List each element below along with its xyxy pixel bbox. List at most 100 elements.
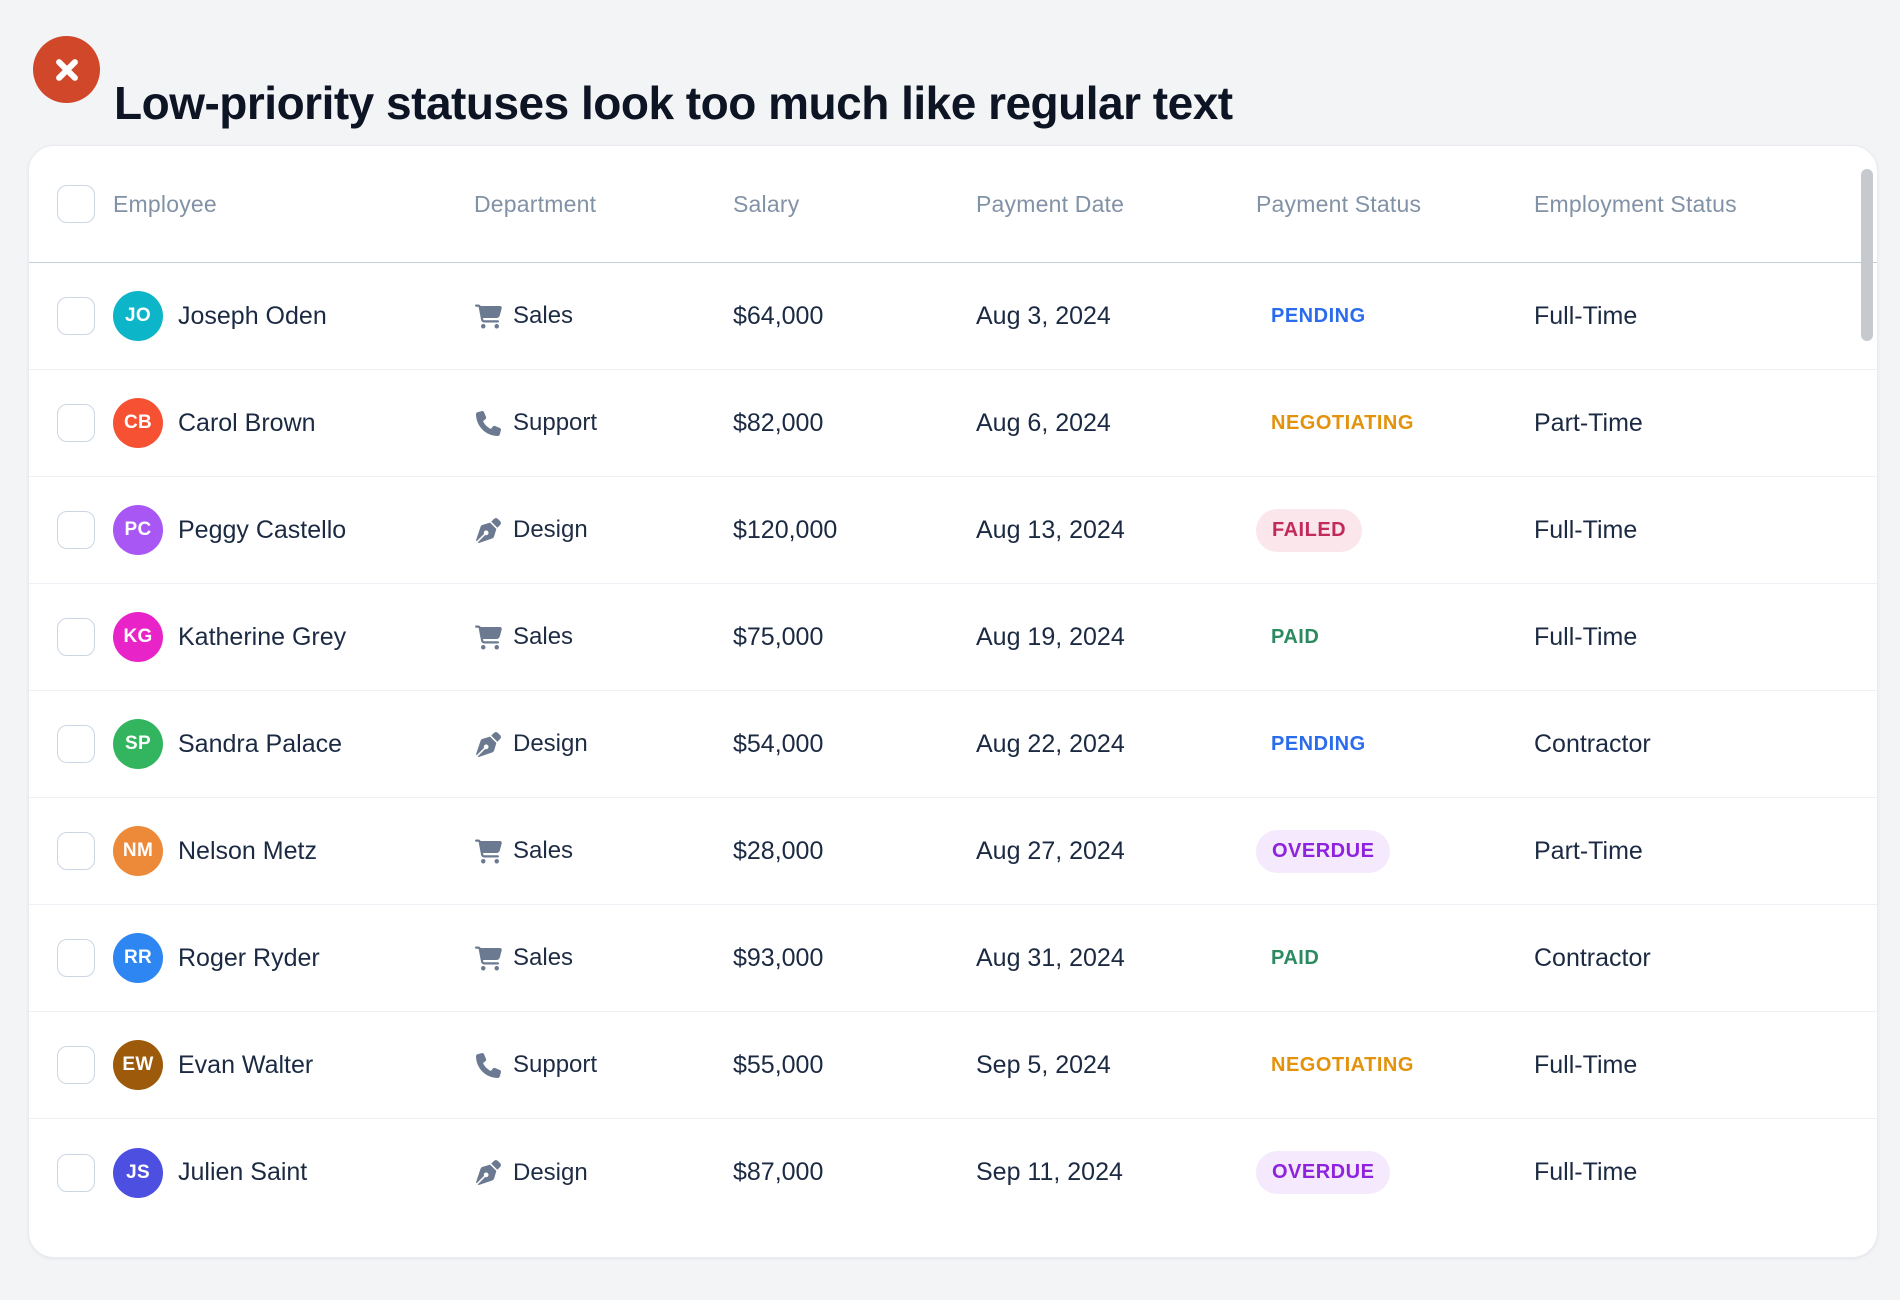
table-body: JO Joseph Oden Sales $64,000 Aug 3, 2024… <box>29 263 1877 1226</box>
table-row: SP Sandra Palace Design $54,000 Aug 22, … <box>29 691 1877 798</box>
employee-name: Sandra Palace <box>178 729 343 758</box>
table-row: JS Julien Saint Design $87,000 Sep 11, 2… <box>29 1119 1877 1226</box>
employment-status-value: Part-Time <box>1534 408 1643 437</box>
table-row: EW Evan Walter Support $55,000 Sep 5, 20… <box>29 1012 1877 1119</box>
table-row: RR Roger Ryder Sales $93,000 Aug 31, 202… <box>29 905 1877 1012</box>
phone-icon <box>474 410 502 436</box>
department-label: Design <box>513 516 588 543</box>
pen-nib-icon <box>474 1160 502 1186</box>
employment-status-value: Full-Time <box>1534 1050 1638 1079</box>
payment-status-badge: OVERDUE <box>1256 829 1391 873</box>
department-label: Design <box>513 730 588 757</box>
avatar: CB <box>113 398 163 448</box>
department-label: Sales <box>513 302 574 329</box>
row-checkbox[interactable] <box>57 1046 95 1084</box>
row-checkbox[interactable] <box>57 939 95 977</box>
payment-date-value: Sep 11, 2024 <box>976 1158 1123 1186</box>
employment-status-value: Full-Time <box>1534 301 1638 330</box>
payment-date-value: Aug 13, 2024 <box>976 515 1125 544</box>
row-checkbox[interactable] <box>57 297 95 335</box>
avatar: SP <box>113 719 163 769</box>
row-checkbox[interactable] <box>57 832 95 870</box>
payment-date-value: Sep 5, 2024 <box>976 1050 1111 1079</box>
pen-nib-icon <box>474 731 502 757</box>
employment-status-value: Part-Time <box>1534 836 1643 865</box>
avatar: EW <box>113 1040 163 1090</box>
error-x-icon <box>33 36 100 103</box>
salary-value: $120,000 <box>733 515 838 544</box>
employment-status-value: Contractor <box>1534 729 1651 758</box>
payment-status-badge: PENDING <box>1271 304 1366 327</box>
cart-icon <box>474 624 502 650</box>
row-checkbox[interactable] <box>57 511 95 549</box>
table-row: JO Joseph Oden Sales $64,000 Aug 3, 2024… <box>29 263 1877 370</box>
column-header-payment-date: Payment Date <box>976 190 1125 217</box>
row-checkbox[interactable] <box>57 404 95 442</box>
department-label: Sales <box>513 944 574 971</box>
payment-status-badge: PENDING <box>1271 732 1366 755</box>
table-header-row: Employee Department Salary Payment Date … <box>29 146 1877 263</box>
employee-table-card: Employee Department Salary Payment Date … <box>28 145 1878 1258</box>
row-checkbox[interactable] <box>57 618 95 656</box>
salary-value: $64,000 <box>733 301 824 330</box>
payment-date-value: Aug 3, 2024 <box>976 301 1111 330</box>
select-all-checkbox[interactable] <box>57 185 95 223</box>
payment-date-value: Aug 22, 2024 <box>976 729 1125 758</box>
page-header: Low-priority statuses look too much like… <box>0 0 1900 145</box>
avatar: KG <box>113 612 163 662</box>
salary-value: $28,000 <box>733 836 824 865</box>
column-header-employment-status: Employment Status <box>1534 190 1737 217</box>
row-checkbox[interactable] <box>57 725 95 763</box>
column-header-department: Department <box>474 190 597 217</box>
avatar: NM <box>113 826 163 876</box>
employee-name: Peggy Castello <box>178 515 347 544</box>
department-label: Support <box>513 1051 598 1078</box>
employee-name: Roger Ryder <box>178 943 320 972</box>
table-row: PC Peggy Castello Design $120,000 Aug 13… <box>29 477 1877 584</box>
employment-status-value: Full-Time <box>1534 1158 1638 1186</box>
cart-icon <box>474 945 502 971</box>
department-label: Sales <box>513 837 574 864</box>
department-label: Support <box>513 409 598 436</box>
employee-name: Katherine Grey <box>178 622 347 651</box>
cart-icon <box>474 838 502 864</box>
employment-status-value: Full-Time <box>1534 622 1638 651</box>
page-title: Low-priority statuses look too much like… <box>114 77 1233 130</box>
scrollbar-thumb[interactable] <box>1861 169 1873 341</box>
cart-icon <box>474 303 502 329</box>
avatar: JS <box>113 1147 163 1198</box>
department-label: Design <box>513 1158 588 1186</box>
payment-status-badge: NEGOTIATING <box>1271 1053 1414 1076</box>
payment-date-value: Aug 6, 2024 <box>976 408 1111 437</box>
table-row: NM Nelson Metz Sales $28,000 Aug 27, 202… <box>29 798 1877 905</box>
salary-value: $75,000 <box>733 622 824 651</box>
salary-value: $87,000 <box>733 1158 824 1186</box>
employee-name: Julien Saint <box>178 1158 308 1186</box>
payment-status-badge: PAID <box>1271 946 1320 969</box>
salary-value: $54,000 <box>733 729 824 758</box>
employee-name: Nelson Metz <box>178 836 317 865</box>
payment-status-badge: FAILED <box>1256 508 1363 552</box>
column-header-payment-status: Payment Status <box>1256 190 1422 217</box>
column-header-salary: Salary <box>733 190 800 217</box>
avatar: RR <box>113 933 163 983</box>
payment-date-value: Aug 19, 2024 <box>976 622 1125 651</box>
phone-icon <box>474 1052 502 1078</box>
payment-status-badge: PAID <box>1271 625 1320 648</box>
avatar: JO <box>113 291 163 341</box>
salary-value: $82,000 <box>733 408 824 437</box>
employee-name: Evan Walter <box>178 1050 314 1079</box>
department-label: Sales <box>513 623 574 650</box>
salary-value: $55,000 <box>733 1050 824 1079</box>
row-checkbox[interactable] <box>57 1153 95 1192</box>
employee-name: Joseph Oden <box>178 301 327 330</box>
payment-date-value: Aug 31, 2024 <box>976 943 1125 972</box>
table-row: CB Carol Brown Support $82,000 Aug 6, 20… <box>29 370 1877 477</box>
column-header-employee: Employee <box>113 190 217 217</box>
payment-status-badge: NEGOTIATING <box>1271 411 1414 434</box>
payment-date-value: Aug 27, 2024 <box>976 836 1125 865</box>
avatar: PC <box>113 505 163 555</box>
salary-value: $93,000 <box>733 943 824 972</box>
table-row: KG Katherine Grey Sales $75,000 Aug 19, … <box>29 584 1877 691</box>
employment-status-value: Full-Time <box>1534 515 1638 544</box>
